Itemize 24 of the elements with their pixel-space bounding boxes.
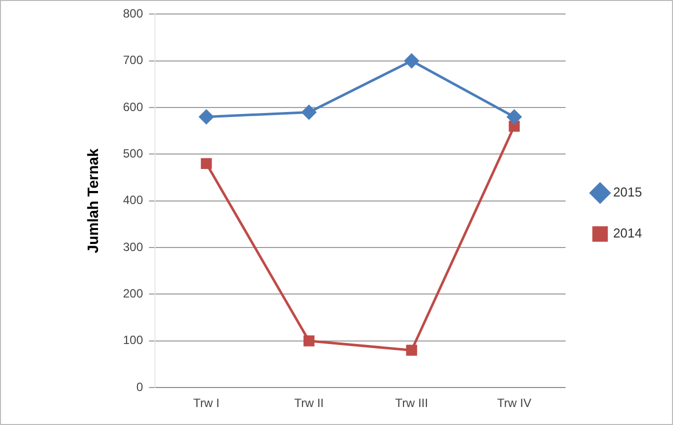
y-tick-label: 400 <box>122 193 144 208</box>
x-tick-label: Trw I <box>193 396 220 410</box>
legend-label: 2015 <box>613 184 642 200</box>
point <box>303 335 314 346</box>
point <box>200 158 212 170</box>
point <box>302 104 316 120</box>
point <box>507 110 522 124</box>
y-tick-label: 700 <box>122 53 144 68</box>
y-tick-label: 100 <box>122 333 144 348</box>
legend-label: 2014 <box>613 226 642 241</box>
x-tick-label: Trw IV <box>497 396 532 410</box>
point <box>508 120 520 132</box>
y-tick-label: 800 <box>122 6 144 21</box>
y-tick-label: 0 <box>136 380 144 394</box>
y-axis-title: Jumlah Ternak <box>85 148 102 254</box>
x-tick-label: Trw III <box>395 396 428 410</box>
point <box>404 54 419 68</box>
x-tick-label: Trw II <box>294 396 324 410</box>
point <box>406 344 418 356</box>
y-tick-label: 200 <box>122 286 144 301</box>
y-tick-label: 600 <box>122 100 144 114</box>
y-tick-label: 300 <box>122 240 144 254</box>
point <box>199 110 214 124</box>
y-tick-label: 500 <box>122 146 144 161</box>
